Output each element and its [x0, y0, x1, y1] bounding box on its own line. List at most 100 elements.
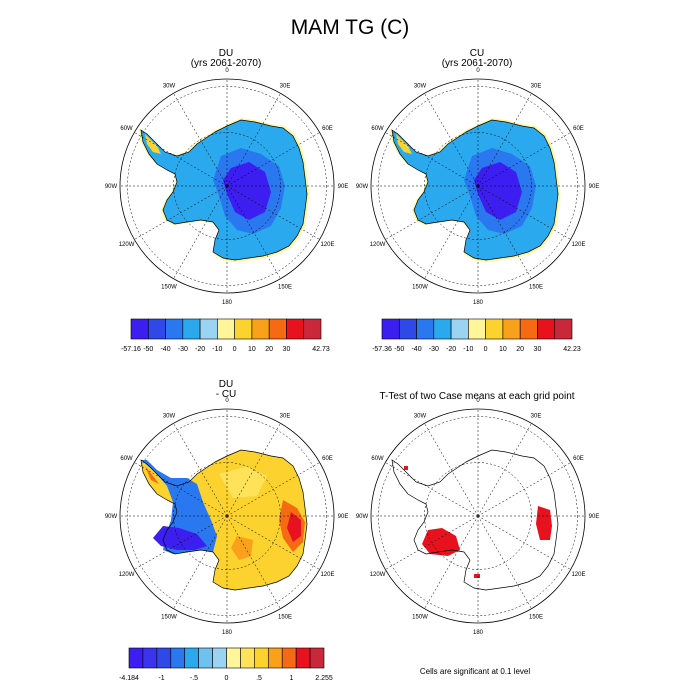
colorbar-label: -10 — [212, 346, 222, 353]
longitude-label: 90E — [589, 514, 600, 520]
footnote: Cells are significant at 0.1 level — [419, 667, 531, 676]
colorbar-box — [142, 647, 158, 669]
meridian-line — [424, 423, 479, 517]
colorbar-box — [286, 318, 305, 340]
longitude-label: 150W — [412, 284, 428, 290]
longitude-label: 120E — [571, 572, 585, 578]
panel-title-du-line1: DU — [218, 48, 234, 59]
colorbar-box — [182, 318, 201, 340]
colorbar-box — [468, 318, 486, 340]
colorbar-box — [234, 318, 253, 340]
colorbar-label: -20 — [195, 346, 205, 353]
colorbar-box — [381, 318, 400, 340]
colorbar-label: 20 — [265, 346, 273, 353]
meridian-line — [477, 423, 532, 517]
colorbar-diff: -4.184 -1 -.5 0 .5 1 2.255 — [119, 647, 333, 682]
longitude-label: 120W — [119, 242, 135, 248]
colorbar-box — [217, 318, 235, 340]
colorbar-label: 10 — [248, 346, 256, 353]
colorbar-box — [240, 647, 255, 669]
colorbar-label: -57.16 — [121, 346, 141, 353]
meridian-line — [477, 93, 532, 187]
longitude-label: 90E — [338, 184, 349, 190]
meridian-line — [134, 132, 228, 187]
longitude-label: 90W — [356, 514, 369, 520]
colorbar-box — [268, 318, 287, 340]
longitude-label: 90W — [356, 184, 369, 190]
colorbar-box — [130, 318, 149, 340]
longitude-label: 30W — [414, 414, 427, 420]
longitude-label: 120E — [571, 242, 585, 248]
colorbar-label: -4.184 — [119, 675, 139, 682]
colorbar-label: 0 — [484, 346, 488, 353]
panel-title-du-line2: (yrs 2061-2070) — [190, 58, 262, 69]
colorbar-box — [165, 318, 184, 340]
longitude-label: 120W — [370, 242, 386, 248]
colorbar-label: 20 — [516, 346, 524, 353]
longitude-label: 60W — [120, 126, 133, 132]
longitude-label: 90W — [105, 514, 118, 520]
longitude-label: 60W — [371, 456, 384, 462]
meridian-line — [424, 93, 479, 187]
colorbar-label: 30 — [283, 346, 291, 353]
longitude-label: 120W — [119, 572, 135, 578]
colorbar-label: 42.23 — [563, 346, 581, 353]
sig-region-east — [536, 506, 552, 540]
diff-west-cool — [141, 460, 217, 554]
longitude-label: 150W — [161, 614, 177, 620]
colorbar-box — [519, 318, 538, 340]
map-ttest: 0 30E 60E 90E 120E 150E 180 150W 120W 90W 60W 30W — [356, 398, 600, 636]
colorbar-cu: -57.36 -50 -40 -30 -20 -10 0 10 20 30 42.23 — [372, 318, 581, 353]
colorbar-box — [450, 318, 469, 340]
meridian-line — [477, 462, 571, 517]
meridian-line — [226, 423, 281, 517]
longitude-label: 180 — [222, 630, 233, 636]
figure-title: MAM TG (C) — [290, 16, 410, 39]
colorbar-box — [303, 318, 322, 340]
longitude-label: 30W — [163, 84, 176, 90]
latitude-circle-outer — [378, 416, 578, 616]
colorbar-label: 42.73 — [312, 346, 330, 353]
colorbar-label: -50 — [143, 346, 153, 353]
meridian-line — [477, 515, 532, 609]
meridian-line — [134, 462, 228, 517]
colorbar-label: -10 — [463, 346, 473, 353]
colorbar-label: -50 — [394, 346, 404, 353]
panel-title-du: DU (yrs 2061-2070) — [126, 49, 326, 69]
meridian-line — [477, 185, 532, 279]
map-cu: 0 30E 60E 90E 120E 150E 180 150W 120W 90W 60W 30W — [356, 68, 600, 306]
longitude-label: 60W — [120, 456, 133, 462]
sig-region-west — [422, 528, 460, 556]
colorbar-label: 0 — [225, 675, 229, 682]
longitude-label: 30E — [531, 84, 542, 90]
colorbar-label: 1 — [290, 675, 294, 682]
plateau-fill — [474, 162, 522, 220]
longitude-label: 180 — [473, 630, 484, 636]
colorbar-box — [184, 647, 199, 669]
map-du: 0 30E 60E 90E 120E 150E 180 150W 120W 90W 60W 30W — [105, 68, 349, 306]
longitude-label: 150E — [529, 614, 543, 620]
peninsula-fill — [145, 134, 161, 154]
coastline — [140, 449, 308, 591]
longitude-label: 120E — [320, 242, 334, 248]
panel-title-cu: CU (yrs 2061-2070) — [377, 49, 577, 69]
sig-region-peninsula — [404, 466, 408, 470]
meridian-line — [134, 515, 228, 570]
longitude-label: 150E — [529, 284, 543, 290]
colorbar-box — [156, 647, 172, 669]
latitude-circle-outer — [127, 416, 327, 616]
diff-ross-warm — [231, 536, 253, 560]
panel-title-diff-line2: - CU — [215, 389, 237, 400]
colorbar-box — [128, 647, 144, 669]
colorbar-box — [212, 647, 227, 669]
colorbar-box — [267, 647, 283, 669]
colorbar-label: -30 — [429, 346, 439, 353]
meridian-line — [385, 185, 479, 240]
longitude-label: 0 — [225, 68, 229, 74]
longitude-label: 90E — [589, 184, 600, 190]
longitude-label: 30E — [531, 414, 542, 420]
panel-title-cu-line2: (yrs 2061-2070) — [441, 58, 513, 69]
longitude-label: 150W — [161, 284, 177, 290]
meridian-line — [385, 515, 479, 570]
colorbar-label: -40 — [411, 346, 421, 353]
